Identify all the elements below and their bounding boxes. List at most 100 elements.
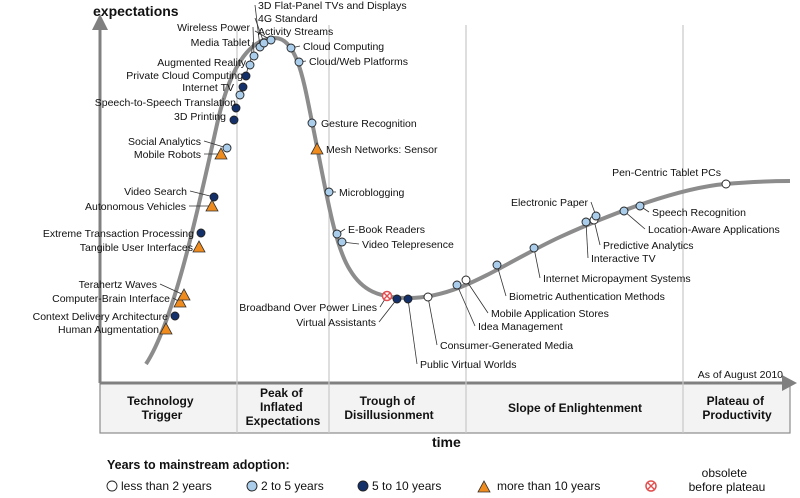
tech-item-context-delivery-architecture: Context Delivery Architecture [33,311,180,323]
tech-label: Electronic Paper [511,197,589,209]
tech-label: Video Search [124,186,187,198]
tech-item-pen-centric-tablet-pcs: Pen-Centric Tablet PCs [612,167,731,189]
tech-label: Mobile Application Stores [491,308,609,320]
tech-item-speech-to-speech-translation: Speech-to-Speech Translation [95,97,241,113]
tech-label: Video Telepresence [362,239,454,251]
tech-item-tangible-user-interfaces: Tangible User Interfaces [80,240,206,254]
tech-label: Location-Aware Applications [648,224,780,236]
tech-item-mobile-robots: Mobile Robots [134,147,228,161]
tech-label: Terahertz Waves [79,279,157,291]
leader-line [496,264,507,297]
marker-5to10 [170,311,180,321]
leader-line [252,26,255,57]
tech-item-video-search: Video Search [124,186,219,202]
tech-item-predictive-analytics: Predictive Analytics [589,215,693,252]
leader-line [533,247,541,279]
legend-marker-5to10 [357,480,369,492]
marker-5to10 [241,71,251,81]
tech-item-cloud-computing: Cloud Computing [286,41,384,53]
legend-label-gt10: more than 10 years [497,479,600,493]
legend-label-5to10: 5 to 10 years [372,479,441,493]
phase-label-plateau: Plateau of Productivity [702,394,772,422]
tech-item-biometric-authentication-methods: Biometric Authentication Methods [492,260,665,303]
legend-label-obsolete: obsolete before plateau [689,466,766,494]
tech-label: Extreme Transaction Processing [43,228,194,240]
tech-item-broadband-over-power-lines: Broadband Over Power Lines [239,290,393,314]
phase-labels: Technology Trigger Peak of Inflated Expe… [127,386,772,428]
phase-band [99,382,791,434]
hype-cycle-curve [144,35,791,366]
tech-label: 3D Printing [174,111,226,123]
tech-label: Idea Management [478,321,563,333]
tech-item-location-aware-applications: Location-Aware Applications [619,206,780,236]
tech-label: Pen-Centric Tablet PCs [612,167,721,179]
marker-gt10 [159,322,173,335]
tech-label: Biometric Authentication Methods [509,291,665,303]
tech-label: Context Delivery Architecture [33,311,169,323]
marker-2to5 [235,90,245,100]
as-of-note: As of August 2010 [698,369,783,381]
marker-5to10 [229,115,239,125]
tech-label: Microblogging [339,187,405,199]
marker-gt10 [214,147,228,160]
tech-item-extreme-transaction-processing: Extreme Transaction Processing [43,228,206,240]
phase-label-peak: Peak of Inflated Expectations [246,386,321,428]
phase-label-technology-trigger: Technology Trigger [127,394,197,422]
marker-gt10 [173,295,187,308]
tech-item-autonomous-vehicles: Autonomous Vehicles [85,199,219,213]
marker-2to5 [324,187,334,197]
phase-label-slope: Slope of Enlightenment [508,401,642,415]
tech-label: Gesture Recognition [321,118,417,130]
leader-line [456,284,476,327]
tech-item-computer-brain-interface: Computer-Brain Interface [52,293,187,308]
legend-marker-lt2 [106,480,118,492]
marker-2to5 [307,118,317,128]
marker-5to10 [209,192,219,202]
tech-item-microblogging: Microblogging [324,187,405,199]
tech-label: Interactive TV [591,253,656,265]
marker-2to5 [332,229,342,239]
tech-label: Consumer-Generated Media [440,340,573,352]
tech-label: Virtual Assistants [296,317,376,329]
marker-2to5 [591,211,601,221]
marker-2to5 [249,51,259,61]
tech-label: Wireless Power [177,22,250,34]
marker-gt10 [205,199,219,212]
tech-label: 3D Flat-Panel TVs and Displays [258,0,407,12]
marker-5to10 [403,294,413,304]
marker-2to5 [294,57,304,67]
tech-item-speech-recognition: Speech Recognition [635,201,746,219]
tech-item-e-book-readers: E-Book Readers [332,224,425,239]
tech-label: Autonomous Vehicles [85,201,186,213]
axes: expectations time As of August 2010 [92,3,797,450]
tech-item-consumer-generated-media: Consumer-Generated Media [423,292,573,352]
y-axis-label: expectations [93,3,179,19]
tech-label: Human Augmentation [58,324,159,336]
marker-gt10 [192,240,206,253]
legend-marker-obsolete [645,480,657,492]
tech-item-mesh-networks-sensor: Mesh Networks: Sensor [310,142,438,156]
marker-obsolete [381,290,393,302]
marker-2to5 [619,206,629,216]
marker-2to5 [286,43,296,53]
marker-5to10 [238,82,248,92]
tech-label: Activity Streams [258,26,333,38]
tech-label: E-Book Readers [348,224,425,236]
leader-line [465,279,489,314]
x-axis-arrow [782,375,797,391]
tech-label: Media Tablet [191,37,250,49]
tech-label: Augmented Reality [157,57,246,69]
phase-label-trough: Trough of Disillusionment [344,394,433,422]
tech-item-electronic-paper: Electronic Paper [511,197,601,221]
marker-gt10 [177,288,191,301]
marker-2to5 [452,280,462,290]
marker-lt2 [721,179,731,189]
leader-line [427,296,438,346]
tech-item-mobile-application-stores: Mobile Application Stores [461,275,609,320]
marker-2to5 [492,260,502,270]
legend-title: Years to mainstream adoption: [107,458,290,472]
marker-2to5 [635,201,645,211]
tech-label: Speech-to-Speech Translation [95,97,236,109]
tech-item-private-cloud-computing: Private Cloud Computing [126,70,248,92]
marker-gt10 [310,142,324,155]
